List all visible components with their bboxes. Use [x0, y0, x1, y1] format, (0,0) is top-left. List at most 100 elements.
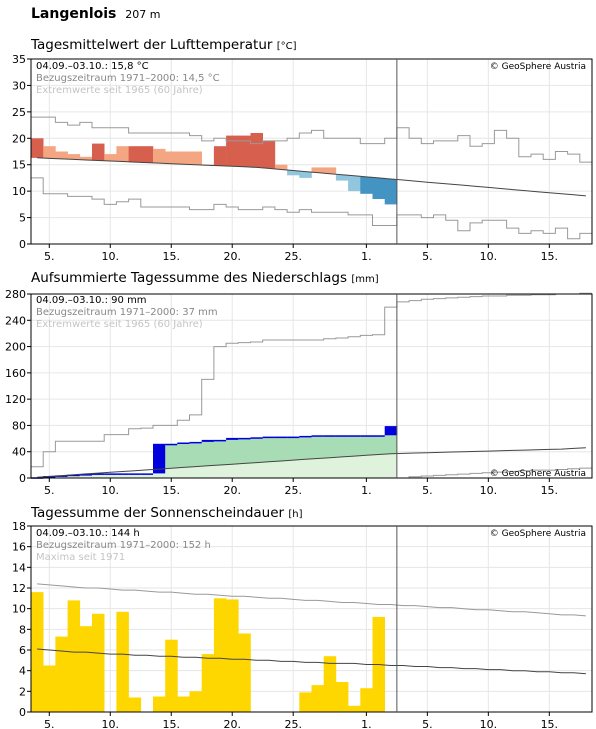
data-group — [31, 133, 398, 205]
precip-daily-bar — [348, 435, 361, 437]
temp-bar — [189, 151, 202, 165]
xtick-label: 15. — [541, 718, 559, 729]
ytick-label: 280 — [5, 288, 26, 301]
station-elevation: 207 m — [125, 8, 161, 21]
precip-above-area — [274, 436, 288, 461]
precip-daily-bar — [116, 473, 129, 475]
precip-daily-bar — [372, 435, 385, 437]
ytick-label: 120 — [5, 393, 26, 406]
ytick-label: 40 — [12, 446, 26, 459]
temp-copyright: © GeoSphere Austria — [490, 62, 586, 72]
precip-daily-bar — [250, 437, 263, 439]
xtick-label: 15. — [541, 484, 559, 496]
xtick-label: 5. — [44, 718, 55, 729]
precip-daily-bar — [67, 474, 81, 477]
extreme-min-line — [31, 177, 592, 240]
sun-bar — [348, 705, 361, 712]
precip-daily-bar — [323, 435, 337, 437]
xtick-label: 15. — [163, 250, 181, 263]
sun-bar — [189, 691, 202, 712]
normal-line — [37, 447, 586, 478]
precip-daily-bar — [213, 439, 227, 442]
precip-normal-area — [250, 462, 263, 478]
xtick-label: 5. — [44, 484, 55, 496]
sun-bar — [360, 688, 373, 712]
precip-normal-area — [274, 461, 288, 478]
xtick-label: 10. — [480, 250, 498, 263]
normal-line — [37, 157, 586, 197]
temp-bar — [226, 135, 239, 167]
temp-bar — [348, 175, 361, 192]
temp-bar — [31, 138, 44, 158]
precip-info-line-2: Bezugszeitraum 1971–2000: 37 mm — [36, 307, 218, 318]
ytick-label: 8 — [19, 623, 26, 636]
normal-line — [37, 648, 586, 675]
precip-daily-bar — [311, 435, 324, 437]
xtick-label: 10. — [102, 484, 120, 496]
precip-above-area — [238, 437, 251, 464]
xtick-label: 10. — [102, 718, 120, 729]
precip-above-area — [384, 435, 398, 454]
ytick-label: 5 — [19, 212, 26, 225]
temp-unit: [°C] — [276, 41, 297, 52]
ytick-label: 15 — [12, 159, 26, 172]
precip-above-area — [226, 439, 239, 465]
ytick-label: 12 — [12, 582, 26, 595]
ytick-label: 200 — [5, 341, 26, 354]
plot-frame — [30, 525, 593, 713]
sun-bar — [116, 611, 129, 712]
xtick-label: 5. — [422, 484, 433, 496]
data-group — [31, 426, 398, 479]
temp-panel-title: Tagesmittelwert der Lufttemperatur [°C] — [31, 37, 297, 53]
sun-bar — [67, 600, 81, 712]
ytick-label: 18 — [12, 522, 26, 533]
precip-above-area — [250, 437, 263, 463]
sun-title: Tagessumme der Sonnenscheindauer — [31, 505, 285, 521]
xtick-label: 20. — [223, 718, 241, 729]
precip-normal-area — [384, 453, 398, 478]
precip-normal-area — [262, 461, 276, 478]
precip-normal-area — [311, 458, 324, 478]
precip-normal-area — [323, 457, 337, 478]
precip-normal-area — [189, 466, 202, 478]
xtick-label: 5. — [422, 718, 433, 729]
temp-bar — [311, 167, 324, 173]
precip-daily-bar — [79, 474, 93, 476]
precip-normal-area — [165, 468, 178, 478]
temp-bar — [287, 170, 300, 176]
ytick-label: 240 — [5, 314, 26, 327]
precip-above-area — [360, 435, 373, 456]
temp-bar — [274, 164, 288, 170]
temp-bar — [153, 148, 166, 164]
xtick-label: 15. — [163, 718, 181, 729]
precip-daily-bar — [299, 435, 312, 438]
temp-bar — [165, 151, 178, 164]
sun-bar — [299, 692, 312, 712]
extreme-max-line — [31, 292, 592, 468]
xtick-label: 5. — [422, 250, 433, 263]
precip-daily-bar — [104, 473, 117, 475]
precip-normal-area — [67, 474, 81, 478]
precip-normal-area — [116, 473, 129, 478]
precip-normal-area — [335, 456, 349, 478]
sun-info-line-3: Maxima seit 1971 — [36, 552, 125, 563]
precip-daily-bar — [274, 436, 288, 439]
precip-daily-bar — [201, 439, 215, 442]
precip-daily-bar — [128, 473, 142, 475]
temp-bar — [299, 171, 312, 178]
precip-normal-area — [177, 467, 190, 478]
sun-unit: [h] — [288, 509, 303, 520]
lines-group — [37, 583, 586, 675]
station-header: Langenlois 207 m — [31, 6, 160, 22]
precip-above-area — [201, 441, 215, 466]
precip-above-area — [262, 437, 276, 462]
precip-normal-area — [79, 474, 93, 478]
precip-normal-area — [201, 465, 215, 478]
precip-above-area — [348, 435, 361, 457]
sun-info-line-2: Bezugszeitraum 1971–2000: 152 h — [36, 540, 211, 551]
temp-bar — [360, 176, 373, 194]
temp-bar — [128, 146, 142, 163]
precip-daily-bar — [177, 442, 190, 444]
precip-above-area — [287, 436, 300, 461]
sun-bar — [226, 599, 239, 712]
